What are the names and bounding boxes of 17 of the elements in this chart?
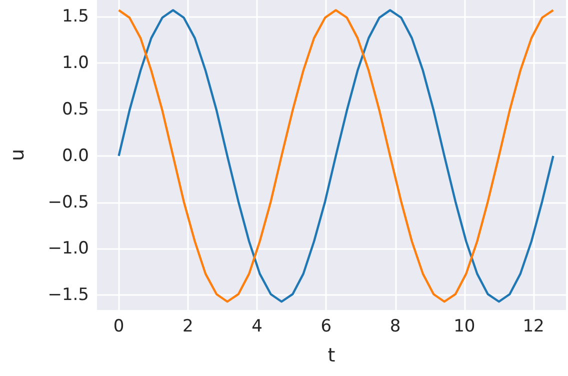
x-tick-label: 10 (454, 316, 476, 336)
x-tick-label: 8 (390, 316, 401, 336)
y-tick-label: 0.0 (62, 146, 89, 166)
x-tick-label: 0 (113, 316, 124, 336)
x-tick-label: 4 (252, 316, 262, 336)
x-axis-title: t (328, 344, 336, 366)
y-tick-label: 1.0 (62, 53, 89, 74)
y-tick-label: 0.5 (62, 100, 89, 120)
y-tick-label: −1.0 (48, 238, 89, 259)
x-tick-label: 12 (522, 316, 544, 336)
y-axis-title: u (6, 148, 28, 162)
y-tick-label: −1.5 (48, 285, 89, 306)
y-tick-label: −0.5 (48, 192, 89, 212)
x-tick-label: 6 (320, 316, 332, 336)
y-tick-label: 1.5 (62, 6, 89, 27)
line-series (118, 9, 554, 303)
x-tick-label: 2 (182, 316, 194, 336)
